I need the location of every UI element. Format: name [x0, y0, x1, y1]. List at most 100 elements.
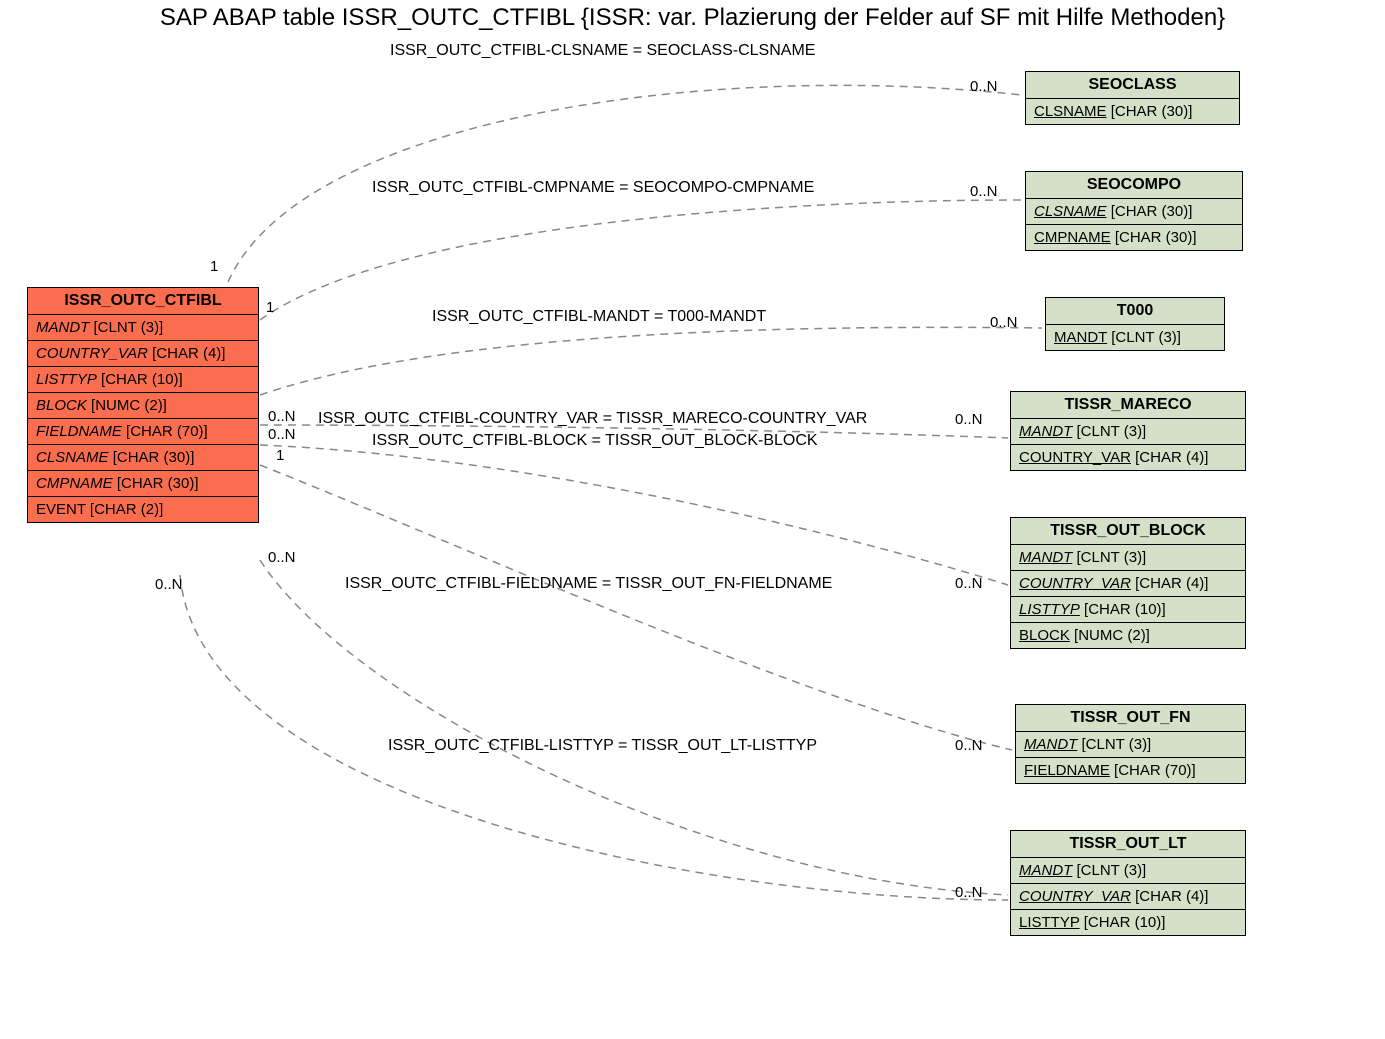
entity-t000: T000 MANDT [CLNT (3)]	[1045, 297, 1225, 351]
relation-edge	[260, 327, 1042, 395]
field-type: [CHAR (30)]	[1107, 103, 1193, 120]
field-name: LISTTYP	[1019, 914, 1080, 931]
field-type: [CHAR (4)]	[148, 345, 226, 362]
field-name: CLSNAME	[36, 449, 109, 466]
field-name: LISTTYP	[36, 371, 97, 388]
field-name: CLSNAME	[1034, 103, 1107, 120]
entity-field: LISTTYP [CHAR (10)]	[1011, 910, 1245, 935]
cardinality-left: 0..N	[268, 408, 296, 425]
entity-header: TISSR_OUT_FN	[1016, 705, 1245, 732]
field-type: [CHAR (4)]	[1131, 888, 1209, 905]
field-type: [CHAR (30)]	[113, 475, 199, 492]
entity-field: MANDT [CLNT (3)]	[1016, 732, 1245, 758]
field-name: COUNTRY_VAR	[1019, 449, 1131, 466]
entity-field: BLOCK [NUMC (2)]	[1011, 623, 1245, 648]
field-name: MANDT	[36, 319, 89, 336]
field-name: EVENT	[36, 501, 86, 518]
entity-field: CMPNAME [CHAR (30)]	[1026, 225, 1242, 250]
field-name: COUNTRY_VAR	[36, 345, 148, 362]
field-name: MANDT	[1054, 329, 1107, 346]
entity-seocompo: SEOCOMPOCLSNAME [CHAR (30)]CMPNAME [CHAR…	[1025, 171, 1243, 251]
entity-header: TISSR_OUT_LT	[1011, 831, 1245, 858]
entity-field: BLOCK [NUMC (2)]	[28, 393, 258, 419]
relation-label: ISSR_OUTC_CTFIBL-CMPNAME = SEOCOMPO-CMPN…	[372, 179, 814, 197]
field-name: MANDT	[1024, 736, 1077, 753]
diagram-title: SAP ABAP table ISSR_OUTC_CTFIBL {ISSR: v…	[0, 4, 1385, 32]
relation-edge	[260, 200, 1022, 320]
entity-field: CLSNAME [CHAR (30)]	[1026, 99, 1239, 124]
field-name: MANDT	[1019, 423, 1072, 440]
field-type: [CHAR (30)]	[1107, 203, 1193, 220]
field-type: [CHAR (2)]	[86, 501, 164, 518]
field-type: [CHAR (4)]	[1131, 575, 1209, 592]
cardinality-left: 1	[266, 299, 274, 316]
relation-edge	[260, 465, 1012, 750]
entity-header: TISSR_OUT_BLOCK	[1011, 518, 1245, 545]
entity-field: MANDT [CLNT (3)]	[1011, 858, 1245, 884]
field-type: [CHAR (10)]	[1080, 914, 1166, 931]
entity-field: CMPNAME [CHAR (30)]	[28, 471, 258, 497]
cardinality-right: 0..N	[990, 314, 1018, 331]
cardinality-left: 0..N	[155, 576, 183, 593]
field-type: [CHAR (70)]	[122, 423, 208, 440]
entity-header: TISSR_MARECO	[1011, 392, 1245, 419]
entity-field: FIELDNAME [CHAR (70)]	[28, 419, 258, 445]
cardinality-right: 0..N	[955, 884, 983, 901]
relation-label: ISSR_OUTC_CTFIBL-COUNTRY_VAR = TISSR_MAR…	[318, 410, 867, 428]
cardinality-right: 0..N	[970, 78, 998, 95]
field-name: FIELDNAME	[1024, 762, 1110, 779]
field-type: [CHAR (70)]	[1110, 762, 1196, 779]
field-type: [NUMC (2)]	[1070, 627, 1150, 644]
entity-field: FIELDNAME [CHAR (70)]	[1016, 758, 1245, 783]
entity-seoclass: SEOCLASSCLSNAME [CHAR (30)]	[1025, 71, 1240, 125]
relation-label: ISSR_OUTC_CTFIBL-MANDT = T000-MANDT	[432, 308, 766, 326]
field-name: FIELDNAME	[36, 423, 122, 440]
entity-field: CLSNAME [CHAR (30)]	[1026, 199, 1242, 225]
field-name: COUNTRY_VAR	[1019, 888, 1131, 905]
entity-header: SEOCLASS	[1026, 72, 1239, 99]
relation-label: ISSR_OUTC_CTFIBL-BLOCK = TISSR_OUT_BLOCK…	[372, 432, 818, 450]
cardinality-right: 0..N	[970, 183, 998, 200]
field-name: CMPNAME	[36, 475, 113, 492]
entity-field: EVENT [CHAR (2)]	[28, 497, 258, 522]
relation-label: ISSR_OUTC_CTFIBL-LISTTYP = TISSR_OUT_LT-…	[388, 737, 817, 755]
field-name: CLSNAME	[1034, 203, 1107, 220]
relation-label: ISSR_OUTC_CTFIBL-FIELDNAME = TISSR_OUT_F…	[345, 575, 832, 593]
entity-tissr_mareco: TISSR_MARECOMANDT [CLNT (3)]COUNTRY_VAR …	[1010, 391, 1246, 471]
relation-edge	[260, 560, 1008, 895]
cardinality-left: 1	[276, 447, 284, 464]
entity-field: COUNTRY_VAR [CHAR (4)]	[28, 341, 258, 367]
entity-field: MANDT [CLNT (3)]	[1011, 545, 1245, 571]
relation-edge	[260, 445, 1008, 585]
entity-header: ISSR_OUTC_CTFIBL	[28, 288, 258, 315]
field-name: COUNTRY_VAR	[1019, 575, 1131, 592]
field-type: [CLNT (3)]	[1072, 423, 1146, 440]
entity-header: T000	[1046, 298, 1224, 325]
field-type: [CLNT (3)]	[1107, 329, 1181, 346]
cardinality-right: 0..N	[955, 737, 983, 754]
field-name: MANDT	[1019, 862, 1072, 879]
field-type: [CHAR (10)]	[1080, 601, 1166, 618]
entity-issr_outc_ctfibl: ISSR_OUTC_CTFIBL MANDT [CLNT (3)] COUNTRY_…	[27, 287, 259, 523]
field-type: [CHAR (4)]	[1131, 449, 1209, 466]
cardinality-left: 1	[210, 258, 218, 275]
entity-field: COUNTRY_VAR [CHAR (4)]	[1011, 445, 1245, 470]
field-name: LISTTYP	[1019, 601, 1080, 618]
field-type: [CLNT (3)]	[1077, 736, 1151, 753]
cardinality-right: 0..N	[955, 575, 983, 592]
cardinality-left: 0..N	[268, 549, 296, 566]
entity-field: MANDT [CLNT (3)]	[1011, 419, 1245, 445]
field-name: BLOCK	[1019, 627, 1070, 644]
entity-tissr_out_block: TISSR_OUT_BLOCKMANDT [CLNT (3)] COUNTRY_V…	[1010, 517, 1246, 649]
field-type: [CHAR (30)]	[1111, 229, 1197, 246]
entity-field: COUNTRY_VAR [CHAR (4)]	[1011, 884, 1245, 910]
field-type: [CHAR (30)]	[109, 449, 195, 466]
entity-header: SEOCOMPO	[1026, 172, 1242, 199]
entity-field: CLSNAME [CHAR (30)]	[28, 445, 258, 471]
field-name: BLOCK	[36, 397, 87, 414]
field-name: MANDT	[1019, 549, 1072, 566]
entity-field: LISTTYP [CHAR (10)]	[28, 367, 258, 393]
field-type: [CLNT (3)]	[89, 319, 163, 336]
entity-tissr_out_lt: TISSR_OUT_LTMANDT [CLNT (3)]COUNTRY_VAR …	[1010, 830, 1246, 936]
field-type: [NUMC (2)]	[87, 397, 167, 414]
